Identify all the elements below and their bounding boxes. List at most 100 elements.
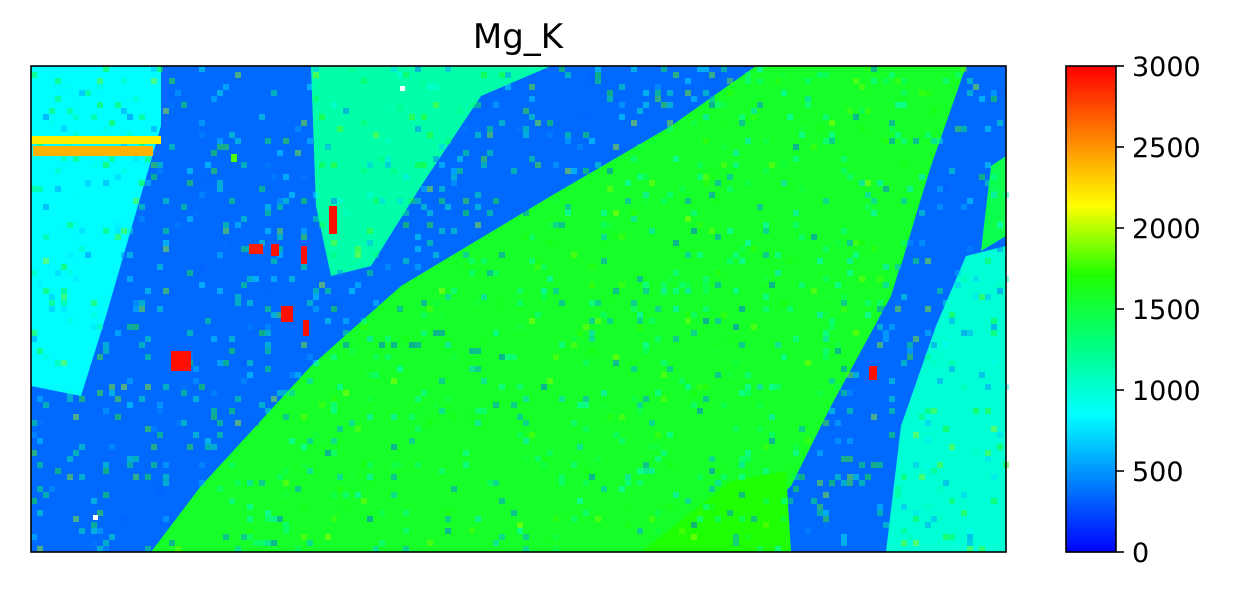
heatmap-noise <box>31 66 1009 552</box>
colorbar-segment <box>1066 353 1116 359</box>
colorbar-segment <box>1066 300 1116 306</box>
colorbar-segment <box>1066 462 1116 468</box>
colorbar-segment <box>1066 240 1116 245</box>
colorbar-segment <box>1066 418 1116 423</box>
colorbar-segment <box>1066 268 1116 274</box>
colorbar-segment <box>1066 349 1116 355</box>
colorbar-segment <box>1066 215 1116 221</box>
colorbar-segment <box>1066 325 1116 330</box>
colorbar-segment <box>1066 260 1116 266</box>
colorbar-segment <box>1066 236 1116 241</box>
colorbar-segment <box>1066 543 1116 549</box>
heatmap-frame <box>30 65 1007 553</box>
colorbar-segment <box>1066 203 1116 209</box>
colorbar-segment <box>1066 515 1116 521</box>
colorbar-segment <box>1066 398 1116 403</box>
colorbar-segment <box>1066 422 1116 428</box>
colorbar-segment <box>1066 495 1116 500</box>
colorbar-ticks: 0 500 1000 1500 2000 2500 3000 <box>1116 52 1201 569</box>
colorbar-segment <box>1066 321 1116 326</box>
mineral-region-bottom-right-lens <box>641 471 791 552</box>
colorbar-segment <box>1066 280 1116 286</box>
colorbar-segment <box>1066 134 1116 140</box>
colorbar-segment <box>1066 317 1116 322</box>
colorbar-segment <box>1066 304 1116 310</box>
mineral-region-top-center <box>311 66 551 276</box>
colorbar-segment <box>1066 394 1116 399</box>
colorbar-segment <box>1066 402 1116 407</box>
colorbar-segment <box>1066 187 1116 193</box>
colorbar-segment <box>1066 479 1116 484</box>
colorbar-tick-label: 2500 <box>1132 133 1201 164</box>
colorbar-segment <box>1066 248 1116 253</box>
colorbar-segment <box>1066 223 1116 229</box>
colorbar-segment <box>1066 487 1116 492</box>
colorbar-segment <box>1066 175 1116 180</box>
colorbar-segment <box>1066 507 1116 513</box>
colorbar-segment <box>1066 179 1116 185</box>
colorbar-segment <box>1066 264 1116 270</box>
colorbar-segment <box>1066 414 1116 419</box>
colorbar-segment <box>1066 361 1116 367</box>
colorbar-segment <box>1066 499 1116 504</box>
colorbar-segment <box>1066 406 1116 411</box>
colorbar-segment <box>1066 142 1116 148</box>
colorbar-segment <box>1066 252 1116 257</box>
colorbar-segment <box>1066 426 1116 432</box>
colorbar-segment <box>1066 475 1116 480</box>
colorbar-segment <box>1066 78 1116 83</box>
mineral-region-lower-right-strip <box>611 66 966 552</box>
colorbar-segment <box>1066 126 1116 132</box>
colorbar-segment <box>1066 296 1116 302</box>
colorbar-segment <box>1066 110 1116 116</box>
colorbar-segment <box>1066 434 1116 440</box>
colorbar-segment <box>1066 454 1116 460</box>
colorbar-segment <box>1066 66 1116 71</box>
colorbar-segment <box>1066 527 1116 533</box>
colorbar-segment <box>1066 369 1116 375</box>
colorbar-segment <box>1066 390 1116 395</box>
colorbar-segment <box>1066 122 1116 128</box>
colorbar-segment <box>1066 244 1116 249</box>
colorbar-segment <box>1066 86 1116 91</box>
colorbar-segment <box>1066 199 1116 205</box>
colorbar-segment <box>1066 547 1116 553</box>
colorbar-segment <box>1066 337 1116 342</box>
colorbar-segment <box>1066 466 1116 472</box>
colorbar-tick-label: 3000 <box>1132 52 1201 83</box>
colorbar-segment <box>1066 539 1116 545</box>
colorbar-segment <box>1066 118 1116 124</box>
mineral-region-right-edge-top <box>981 156 1006 251</box>
colorbar-segment <box>1066 450 1116 456</box>
heatmap-image <box>31 66 1009 552</box>
colorbar-segment <box>1066 163 1116 168</box>
colorbar-segment <box>1066 523 1116 529</box>
colorbar-segment <box>1066 357 1116 363</box>
colorbar-segment <box>1066 483 1116 488</box>
colorbar-segment <box>1066 491 1116 496</box>
colorbar-segment <box>1066 377 1116 383</box>
mineral-region-right-lower <box>886 246 1006 552</box>
colorbar-segment <box>1066 74 1116 79</box>
colorbar-segment <box>1066 183 1116 189</box>
colorbar-segment <box>1066 284 1116 290</box>
colorbar-tick-label: 0 <box>1132 538 1149 569</box>
colorbar-segment <box>1066 329 1116 334</box>
colorbar-segment <box>1066 155 1116 160</box>
colorbar-tick-label: 1500 <box>1132 295 1201 326</box>
colorbar-segment <box>1066 373 1116 379</box>
colorbar-segment <box>1066 333 1116 338</box>
colorbar-segment <box>1066 292 1116 298</box>
colorbar-segment <box>1066 171 1116 176</box>
colorbar-segment <box>1066 519 1116 525</box>
colorbar-segment <box>1066 159 1116 164</box>
colorbar-segment <box>1066 138 1116 144</box>
colorbar-segment <box>1066 430 1116 436</box>
colorbar <box>1066 66 1116 553</box>
colorbar-segment <box>1066 70 1116 75</box>
colorbar-segment <box>1066 410 1116 415</box>
colorbar-segment <box>1066 256 1116 261</box>
colorbar-segment <box>1066 288 1116 294</box>
colorbar-segment <box>1066 151 1116 156</box>
